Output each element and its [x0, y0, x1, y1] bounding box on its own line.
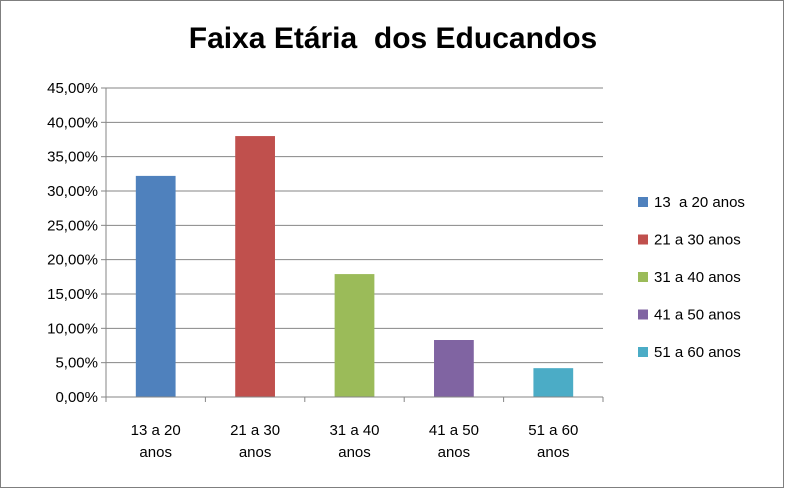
- bar: [235, 136, 275, 398]
- x-tick-label-line: anos: [338, 444, 371, 461]
- x-tick-label-line: 21 a 30: [230, 422, 280, 439]
- x-tick-label: 31 a 40 anos: [329, 422, 379, 461]
- x-tick-label-line: anos: [239, 444, 272, 461]
- y-tick-label: 30,00%: [47, 183, 98, 200]
- chart-title: Faixa Etária dos Educandos: [188, 22, 598, 55]
- legend-label: 21 a 30 anos: [654, 232, 741, 249]
- bar: [533, 368, 574, 397]
- legend-swatch: [638, 309, 648, 320]
- legend-label: 41 a 50 anos: [654, 307, 741, 324]
- x-tick-label: 51 a 60 anos: [528, 422, 578, 461]
- y-tick-label: 5,00%: [55, 355, 98, 372]
- x-tick-label: 41 a 50 anos: [429, 422, 479, 461]
- legend: 13 a 20 anos 21 a 30 anos 31 a 40 anos 41 a…: [638, 194, 745, 361]
- x-tick-label-line: 51 a 60: [528, 422, 578, 439]
- x-tick-label: 13 a 20 anos: [131, 422, 181, 461]
- y-tick-label: 15,00%: [47, 286, 98, 303]
- y-tick-label: 0,00%: [55, 389, 98, 406]
- bar: [334, 274, 375, 397]
- y-tick-label: 10,00%: [47, 320, 98, 337]
- y-tick-label: 45,00%: [47, 80, 98, 97]
- x-tick-label-line: 13 a 20: [131, 422, 181, 439]
- y-tick-label: 35,00%: [47, 149, 98, 166]
- bar: [434, 340, 474, 397]
- x-tick-label-line: anos: [537, 444, 570, 461]
- x-tick-label: 21 a 30 anos: [230, 422, 280, 461]
- legend-swatch: [638, 197, 648, 207]
- bars: [135, 136, 574, 398]
- bar: [135, 175, 176, 397]
- gridlines: [106, 87, 603, 364]
- legend-label: 13 a 20 anos: [654, 194, 745, 211]
- legend-label: 31 a 40 anos: [654, 269, 741, 286]
- x-tick-label-line: 31 a 40: [329, 422, 379, 439]
- x-tick-label-line: anos: [139, 444, 172, 461]
- legend-swatch: [638, 347, 648, 357]
- legend-swatch: [638, 272, 648, 282]
- x-tick-label-line: 41 a 50: [429, 422, 479, 439]
- y-tick-label: 40,00%: [47, 114, 98, 131]
- axes: [101, 87, 604, 402]
- y-tick-labels: 0,00% 5,00% 10,00% 15,00% 20,00% 25,00% 30,00%…: [47, 80, 98, 406]
- y-tick-label: 25,00%: [47, 217, 98, 234]
- legend-label: 51 a 60 anos: [654, 344, 741, 361]
- legend-swatch: [638, 234, 648, 245]
- y-tick-label: 20,00%: [47, 252, 98, 269]
- x-tick-label-line: anos: [438, 444, 471, 461]
